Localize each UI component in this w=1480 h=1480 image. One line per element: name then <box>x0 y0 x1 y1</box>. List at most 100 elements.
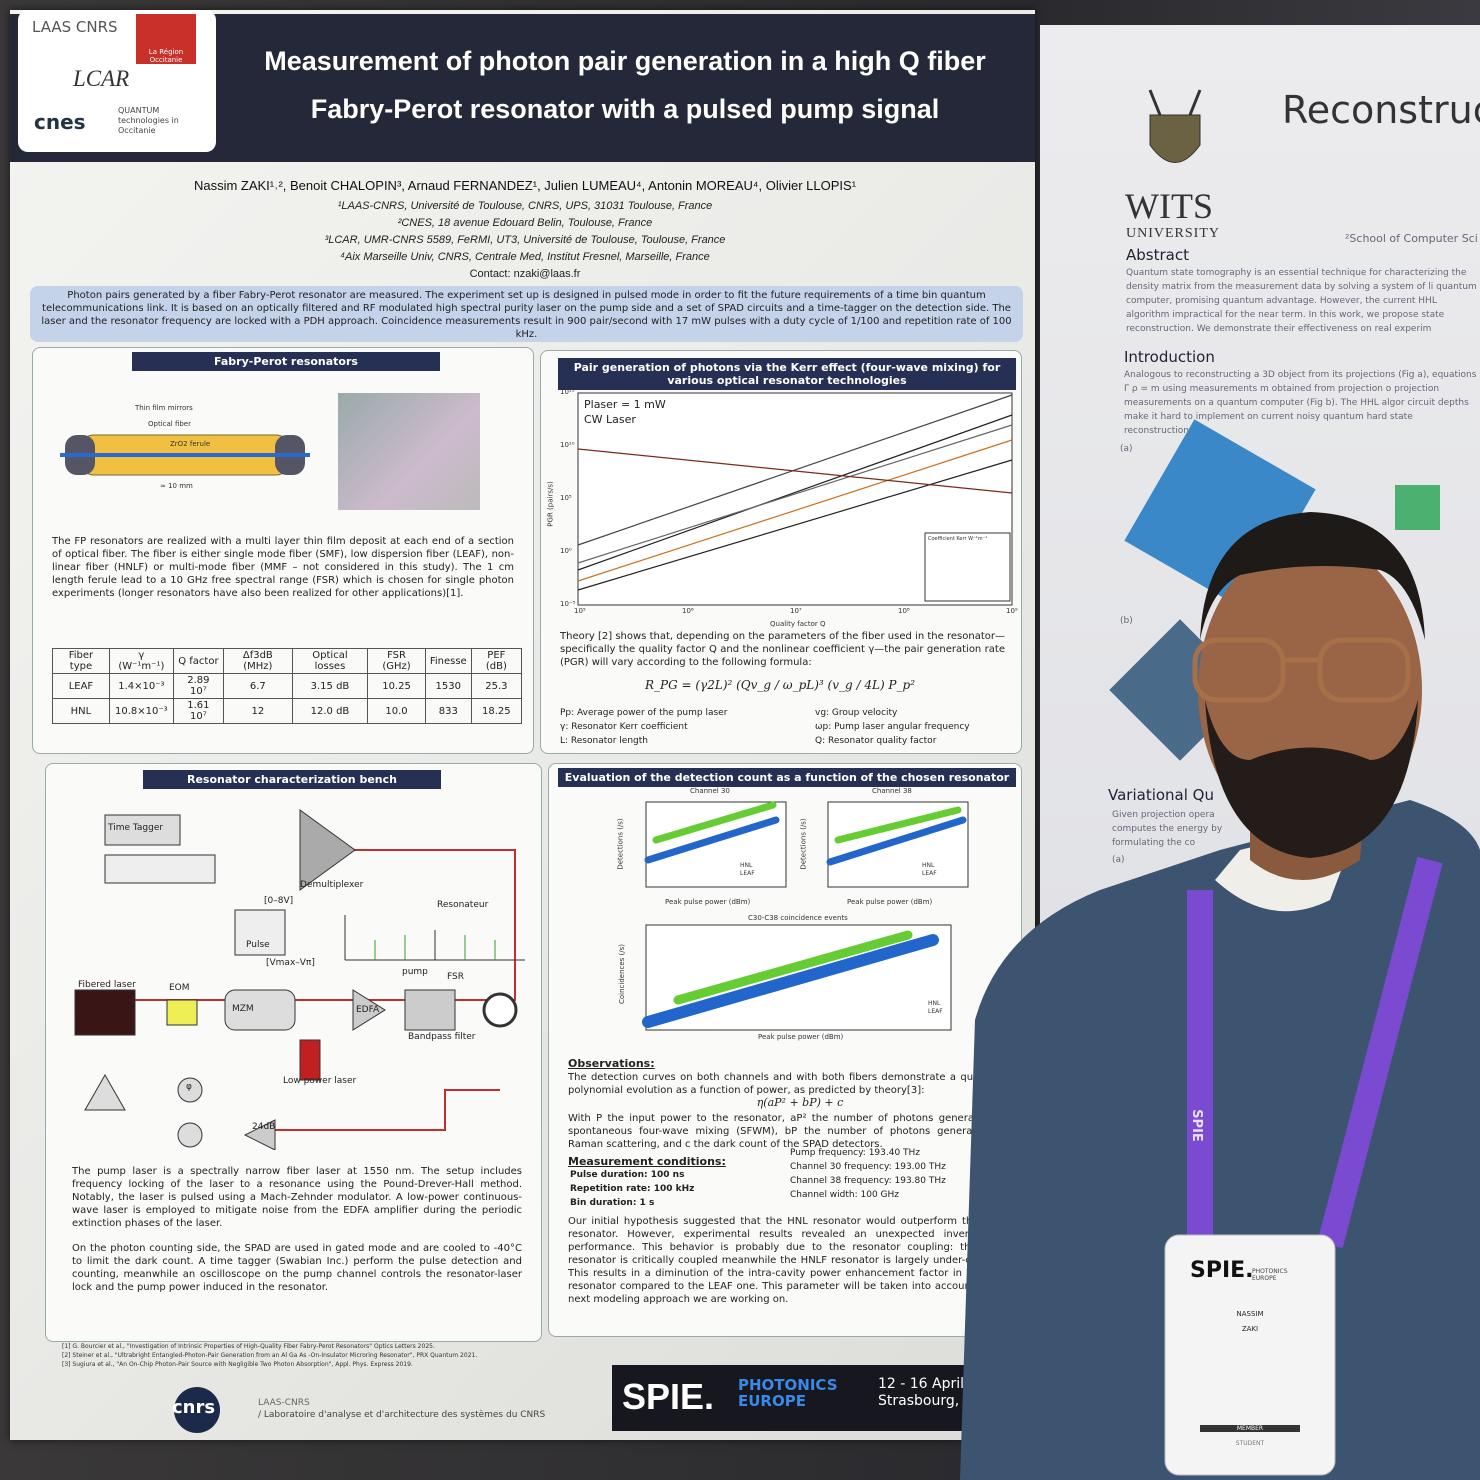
affiliation: ¹LAAS-CNRS, Université de Toulouse, CNRS… <box>337 200 713 212</box>
table-cell: 3.15 dB <box>291 673 369 699</box>
glasses <box>1317 637 1411 703</box>
curve <box>577 448 1013 494</box>
glasses <box>1192 637 1286 703</box>
eom <box>166 999 198 1026</box>
legend-label: LEAF <box>922 870 937 877</box>
legend-label: HNL <box>928 1000 941 1007</box>
x-tick-label: 10⁸ <box>898 607 910 615</box>
scatter-band <box>826 816 967 866</box>
logo-lcar: LCAR <box>73 66 130 91</box>
eval-charts <box>642 801 969 1031</box>
diagram-label: φ <box>186 1082 192 1092</box>
laser <box>74 989 136 1036</box>
crest-horns <box>1148 89 1202 116</box>
diagram-label: FSR <box>447 972 464 982</box>
table-cell: Q factor <box>172 648 224 674</box>
formula: η(aP² + bP) + c <box>756 1096 844 1109</box>
y-axis-label: Coincidences (/s) <box>618 943 627 1005</box>
x-tick-label: 10⁹ <box>1006 607 1018 615</box>
curve <box>577 394 1013 546</box>
annotation: Plaser = 1 mW <box>584 398 666 411</box>
table-cell: 18.25 <box>470 698 523 724</box>
affiliation: ²School of Computer Sci <box>1345 232 1478 245</box>
badge <box>1164 1234 1336 1476</box>
diagram-label: [0–8V] <box>264 896 294 906</box>
y-tick-label: 10¹⁰ <box>560 441 575 449</box>
plot-title: C30-C38 coincidence events <box>748 914 848 922</box>
condition: Pulse duration: 100 ns <box>570 1170 685 1180</box>
table-cell: HNL <box>52 698 110 724</box>
definition: vg: Group velocity <box>815 708 898 718</box>
table-cell: 12 <box>222 698 293 724</box>
beard <box>1205 700 1418 858</box>
definition: Q: Resonator quality factor <box>815 736 937 746</box>
condition: Channel width: 100 GHz <box>790 1190 900 1200</box>
logo-occitanie: La Région Occitanie <box>136 14 196 64</box>
neighbor-title: Reconstruc <box>1282 88 1480 132</box>
table-cell: 10.0 <box>367 698 426 724</box>
section-heading: Evaluation of the detection count as a f… <box>558 768 1016 787</box>
section-heading: Variational Qu <box>1108 786 1214 804</box>
section-text: The FP resonators are realized with a mu… <box>52 536 514 599</box>
feedback-path <box>265 1089 500 1131</box>
box <box>104 854 216 884</box>
table-cell: Finesse <box>424 648 472 674</box>
section-text: The detection curves on both channels an… <box>568 1072 1008 1096</box>
fiber-path <box>135 849 516 1001</box>
plot-title: Channel 30 <box>690 787 730 795</box>
annotation: CW Laser <box>584 413 636 426</box>
box <box>104 814 181 846</box>
event-name: PHOTONICS <box>738 1376 838 1394</box>
table-cell: 1.61 10⁷ <box>172 698 224 724</box>
poster-title: Measurement of photon pair generation in… <box>264 46 986 76</box>
curve <box>577 459 1013 591</box>
y-axis-label: Detections (/s) <box>799 818 808 870</box>
photo-resonator <box>338 393 480 510</box>
table-cell: Fiber type <box>52 648 110 674</box>
event-place: Strasbourg, Fra <box>878 1393 985 1409</box>
wits-crest <box>1148 89 1202 163</box>
section-text: Theory [2] shows that, depending on the … <box>560 631 1005 668</box>
scatter-band <box>652 801 777 844</box>
fiber-table: Fiber type γ (W⁻¹m⁻¹) Q factor Δf3dB (MHz) O… <box>52 648 523 724</box>
section-text: The pump laser is a spectrally narrow fi… <box>72 1166 522 1229</box>
diagram-label: 24dB <box>252 1122 276 1132</box>
curve <box>577 414 1013 571</box>
logo-quantum: QUANTUM technologies in Occitanie <box>118 106 179 135</box>
affiliations: ¹LAAS-CNRS, Université de Toulouse, CNRS… <box>200 198 850 266</box>
affiliation: ³LCAR, UMR-CNRS 5589, FeRMI, UT3, Univer… <box>324 234 726 246</box>
table-row: LEAF 1.4×10⁻³ 2.89 10⁷ 6.7 3.15 dB 10.25 1530 2… <box>52 673 523 699</box>
x-axis-label: Peak pulse power (dBm) <box>847 898 933 906</box>
event-name: EUROPE <box>738 1392 806 1410</box>
legend-label: HNL <box>740 862 753 869</box>
section-heading: Fabry-Perot resonators <box>132 352 440 371</box>
legend-label: LEAF <box>928 1008 943 1015</box>
condition: Bin duration: 1 s <box>570 1198 655 1208</box>
x-tick-label: 10⁷ <box>790 607 802 615</box>
subheading: Measurement conditions: <box>568 1155 726 1168</box>
section-heading: Resonator characterization bench <box>143 770 441 789</box>
legend-label: HNL <box>922 862 935 869</box>
scatter-band <box>644 816 780 864</box>
lab-name: / Laboratoire d'analyse et d'architectur… <box>258 1410 546 1420</box>
diagram-label: Resonateur <box>437 900 489 910</box>
table-cell: 12.0 dB <box>291 698 369 724</box>
affiliation: ²CNES, 18 avenue Edouard Belin, Toulouse… <box>397 217 653 229</box>
diagram-label: Low power laser <box>283 1076 357 1086</box>
diagram-label: Demultiplexer <box>300 880 364 890</box>
section-heading: Pair generation of photons via the Kerr … <box>558 358 1016 390</box>
phase <box>177 1077 203 1103</box>
x-tick-label: 10⁶ <box>682 607 694 615</box>
reference: [1] G. Bourcier et al., "Investigation o… <box>62 1343 435 1350</box>
filter <box>404 989 456 1031</box>
demux <box>299 809 356 891</box>
logo-laas: LAAS CNRS <box>32 18 118 36</box>
y-tick-label: 10⁵ <box>560 494 572 502</box>
scatter-band <box>673 930 913 1005</box>
x-axis-label: Quality factor Q <box>770 620 826 628</box>
x-tick-label: 10⁵ <box>574 607 586 615</box>
pid <box>84 1073 126 1111</box>
y-tick-label: 10¹⁵ <box>560 388 575 396</box>
shirt <box>960 800 1480 1480</box>
